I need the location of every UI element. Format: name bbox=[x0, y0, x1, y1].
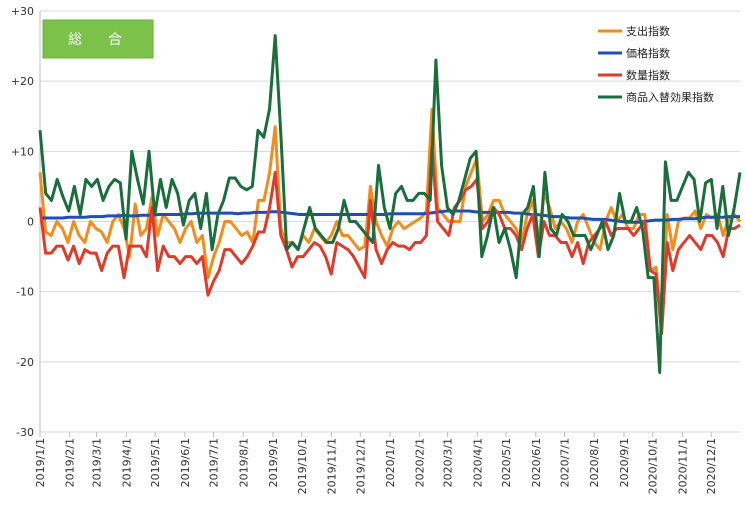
x-tick-label: 2020/3/1 bbox=[442, 438, 455, 487]
x-tick-label: 2020/10/1 bbox=[647, 438, 660, 494]
x-tick-label: 2020/12/1 bbox=[705, 438, 718, 494]
x-tick-label: 2019/4/1 bbox=[120, 438, 133, 487]
x-tick-label: 2020/8/1 bbox=[588, 438, 601, 487]
x-tick-label: 2020/11/1 bbox=[676, 438, 689, 494]
x-tick-label: 2019/8/1 bbox=[237, 438, 250, 487]
y-tick-label: +20 bbox=[11, 75, 34, 88]
series-line-1 bbox=[40, 209, 740, 224]
x-tick-label: 2020/1/1 bbox=[384, 438, 397, 487]
x-tick-label: 2019/1/1 bbox=[34, 438, 47, 487]
x-tick-label: 2019/11/1 bbox=[326, 438, 339, 494]
legend-label-3: 商品入替効果指数 bbox=[626, 90, 714, 104]
legend-label-2: 数量指数 bbox=[626, 68, 670, 82]
y-tick-label: +10 bbox=[11, 145, 34, 158]
title-badge: 総 合 bbox=[42, 19, 154, 59]
series-line-2 bbox=[38, 146, 741, 336]
y-tick-label: -30 bbox=[16, 426, 34, 439]
series-lines bbox=[38, 34, 742, 374]
y-tick-label: 0 bbox=[27, 216, 34, 229]
x-tick-label: 2019/6/1 bbox=[179, 438, 192, 487]
y-axis-ticks: +30 +20 +10 0 -10 -20 -30 bbox=[11, 5, 34, 439]
x-axis-ticks: 2019/1/1 2019/2/1 2019/3/1 2019/4/1 2019/5/1… bbox=[34, 432, 718, 494]
x-tick-label: 2020/9/1 bbox=[618, 438, 631, 487]
legend-label-0: 支出指数 bbox=[626, 24, 670, 38]
legend-label-1: 価格指数 bbox=[626, 46, 670, 60]
x-tick-label: 2019/3/1 bbox=[91, 438, 104, 487]
x-tick-label: 2020/6/1 bbox=[530, 438, 543, 487]
chart-title: 総 合 bbox=[68, 32, 128, 48]
title-badge-box bbox=[42, 19, 154, 59]
x-tick-label: 2019/7/1 bbox=[208, 438, 221, 487]
y-tick-label: -10 bbox=[16, 286, 34, 299]
x-tick-label: 2019/9/1 bbox=[267, 438, 280, 487]
x-tick-label: 2020/7/1 bbox=[559, 438, 572, 487]
x-tick-label: 2019/5/1 bbox=[149, 438, 162, 487]
x-tick-label: 2020/4/1 bbox=[471, 438, 484, 487]
x-tick-label: 2019/2/1 bbox=[64, 438, 77, 487]
x-tick-label: 2019/10/1 bbox=[296, 438, 309, 494]
series-line-3 bbox=[38, 34, 742, 374]
x-tick-label: 2020/5/1 bbox=[500, 438, 513, 487]
y-tick-label: -20 bbox=[16, 356, 34, 369]
y-tick-label: +30 bbox=[11, 5, 34, 18]
x-tick-label: 2019/12/1 bbox=[354, 438, 367, 494]
x-tick-label: 2020/2/1 bbox=[414, 438, 427, 487]
